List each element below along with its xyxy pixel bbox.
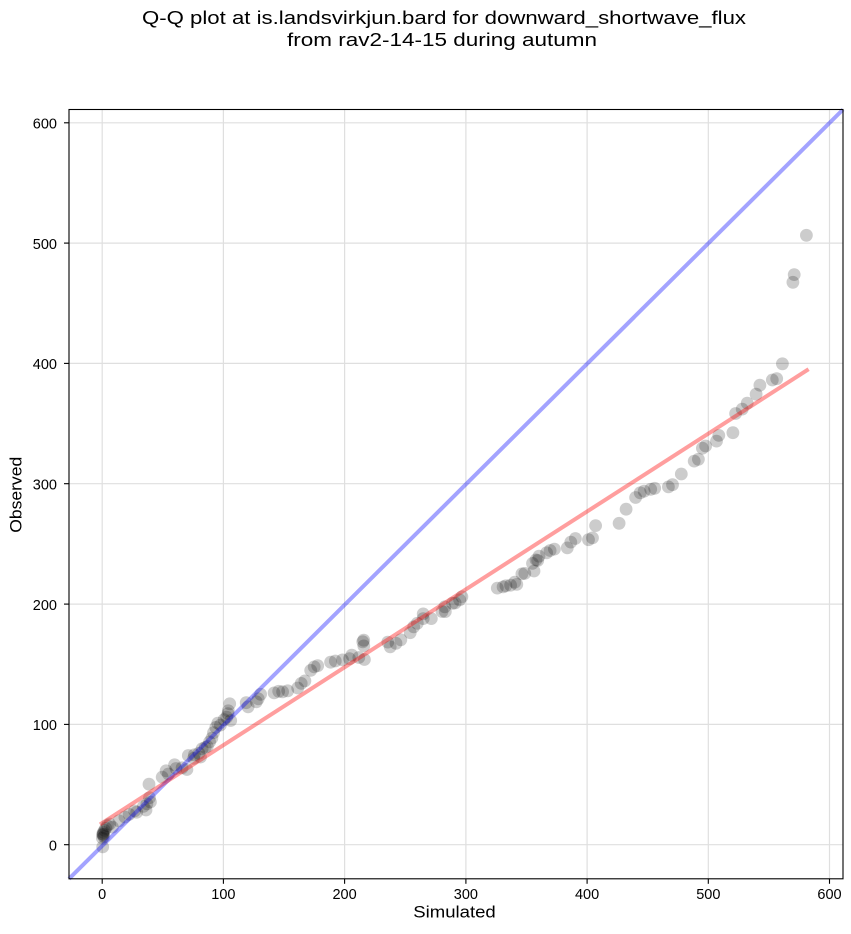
svg-text:200: 200 bbox=[33, 598, 57, 614]
svg-text:500: 500 bbox=[33, 237, 57, 253]
svg-text:Simulated: Simulated bbox=[413, 903, 496, 922]
svg-text:from rav2-14-15 during autumn: from rav2-14-15 during autumn bbox=[287, 30, 597, 50]
svg-text:0: 0 bbox=[49, 839, 57, 855]
svg-text:400: 400 bbox=[33, 357, 57, 373]
svg-text:300: 300 bbox=[33, 478, 57, 494]
svg-text:100: 100 bbox=[33, 718, 57, 734]
svg-text:0: 0 bbox=[98, 887, 106, 903]
svg-text:100: 100 bbox=[211, 887, 235, 903]
svg-text:300: 300 bbox=[454, 887, 478, 903]
svg-text:200: 200 bbox=[332, 887, 356, 903]
svg-text:600: 600 bbox=[817, 887, 841, 903]
svg-text:500: 500 bbox=[696, 887, 720, 903]
svg-text:Observed: Observed bbox=[7, 457, 26, 533]
svg-text:Q-Q plot at is.landsvirkjun.ba: Q-Q plot at is.landsvirkjun.bard for dow… bbox=[142, 8, 746, 29]
svg-text:400: 400 bbox=[575, 887, 599, 903]
svg-text:600: 600 bbox=[33, 117, 57, 133]
